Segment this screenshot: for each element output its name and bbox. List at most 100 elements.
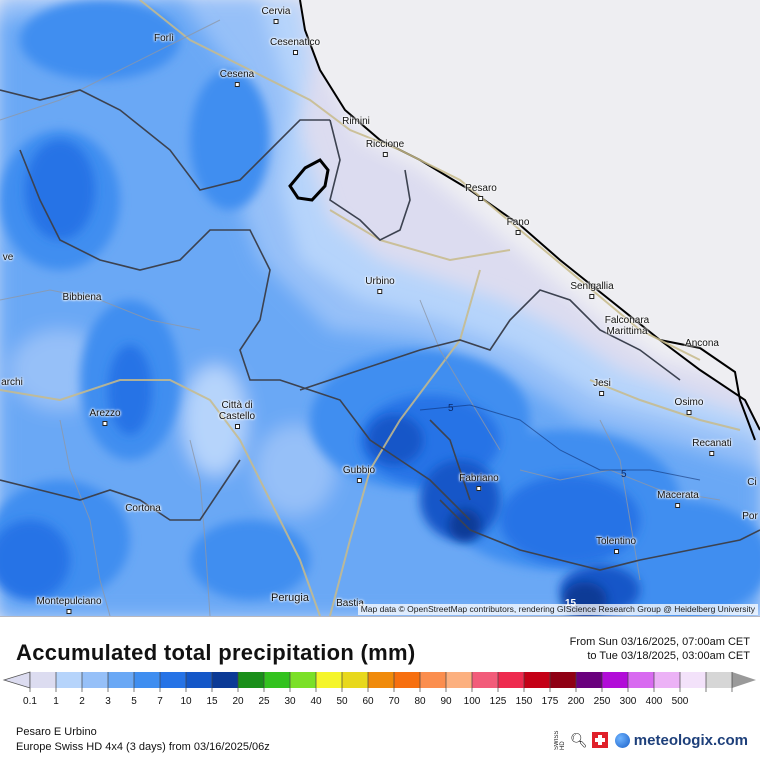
forecast-period: From Sun 03/16/2025, 07:00am CET to Tue … <box>570 635 750 663</box>
city-citta-di-castello[interactable]: Città di Castello <box>210 400 264 429</box>
regional-borders <box>0 89 760 571</box>
city-montepulciano[interactable]: Montepulciano <box>36 596 102 614</box>
city-label: Tolentino <box>595 536 637 547</box>
city-label: Riccione <box>365 139 405 150</box>
city-tolentino[interactable]: Tolentino <box>596 536 636 554</box>
city-label: Arezzo <box>89 408 121 419</box>
city-label: archi <box>1 377 23 388</box>
scale-swatch <box>576 672 603 688</box>
city-label: Cesenatico <box>269 37 321 48</box>
city-fano[interactable]: Fano <box>507 217 529 235</box>
scale-arrow-right <box>732 672 756 688</box>
scale-swatch <box>368 672 395 688</box>
city-label: Ancona <box>685 338 719 349</box>
scale-swatch <box>212 672 239 688</box>
precipitation-map[interactable]: Cervia Forlì Cesenatico Cesena Rimini Ri… <box>0 0 760 617</box>
city-cortona[interactable]: Cortona <box>125 503 161 514</box>
city-falconara[interactable]: Falconara Marittima <box>596 315 658 337</box>
scale-swatch <box>446 672 473 688</box>
scale-tick-label: 2 <box>79 696 85 707</box>
contour-label: 5 <box>448 403 454 414</box>
scale-swatch <box>56 672 83 688</box>
city-label: Cesena <box>219 69 255 80</box>
scale-swatch <box>420 672 447 688</box>
scale-tick-label: 175 <box>541 696 559 707</box>
scale-swatch <box>238 672 265 688</box>
scale-swatch <box>680 672 707 688</box>
city-marker <box>234 82 240 87</box>
city-pesaro[interactable]: Pesaro <box>465 183 497 201</box>
city-label: Fabriano <box>459 473 499 484</box>
scale-swatch <box>342 672 369 688</box>
city-marker <box>356 478 362 483</box>
city-marker <box>66 609 72 614</box>
city-senigallia[interactable]: Senigallia <box>570 281 614 299</box>
scale-tick-label: 0.1 <box>23 696 37 707</box>
scale-arrow-left <box>2 671 31 689</box>
city-label: Falconara Marittima <box>604 315 650 337</box>
coastline <box>299 0 760 431</box>
city-label: Cervia <box>261 6 291 17</box>
city-edge-por: Por <box>742 511 758 522</box>
minor-roads <box>0 19 721 616</box>
city-bastia[interactable]: Bastia <box>336 598 364 609</box>
city-edge-ci: Ci <box>747 477 756 488</box>
contour-label: 15 <box>565 598 576 609</box>
city-forli[interactable]: Forlì <box>154 33 174 44</box>
scale-swatch <box>30 672 57 688</box>
city-macerata[interactable]: Macerata <box>657 490 699 508</box>
city-cervia[interactable]: Cervia <box>261 6 291 24</box>
globe-icon <box>614 732 630 748</box>
city-jesi[interactable]: Jesi <box>593 378 611 396</box>
city-rimini[interactable]: Rimini <box>342 116 370 127</box>
scale-swatch <box>394 672 421 688</box>
city-osimo[interactable]: Osimo <box>675 397 703 415</box>
map-attribution[interactable]: Map data © OpenStreetMap contributors, r… <box>357 604 758 615</box>
scale-tick-label: 100 <box>463 696 481 707</box>
scale-tick-label: 125 <box>489 696 507 707</box>
city-cesenatico[interactable]: Cesenatico <box>270 37 320 55</box>
city-recanati[interactable]: Recanati <box>692 438 732 456</box>
city-marker <box>675 503 681 508</box>
city-riccione[interactable]: Riccione <box>366 139 404 157</box>
promontory-border <box>659 339 756 441</box>
scale-tick-label: 70 <box>388 696 400 707</box>
scale-tick-label: 60 <box>362 696 374 707</box>
city-marker <box>377 289 383 294</box>
region-name: Pesaro E Urbino <box>16 726 97 738</box>
scale-swatch <box>498 672 525 688</box>
city-urbino[interactable]: Urbino <box>365 276 395 294</box>
scale-tick-label: 7 <box>157 696 163 707</box>
contour-lines <box>419 404 701 481</box>
city-bibbiena[interactable]: Bibbiena <box>63 292 102 303</box>
city-label: Forlì <box>154 33 174 44</box>
city-gubbio[interactable]: Gubbio <box>343 465 375 483</box>
city-ancona[interactable]: Ancona <box>685 338 719 349</box>
city-label: Urbino <box>365 276 395 287</box>
city-label: Rimini <box>342 116 370 127</box>
legend-title: Accumulated total precipitation (mm) <box>16 640 416 665</box>
city-edge-ve: ve <box>3 252 14 263</box>
city-fabriano[interactable]: Fabriano <box>459 473 499 491</box>
adriatic-sea <box>300 0 760 430</box>
scale-tick-label: 50 <box>336 696 348 707</box>
city-marker <box>589 294 595 299</box>
city-label: Gubbio <box>342 465 376 476</box>
city-label: Jesi <box>593 378 611 389</box>
brand-name: meteologix.com <box>633 731 748 749</box>
city-marker <box>476 486 482 491</box>
city-arezzo[interactable]: Arezzo <box>89 408 121 426</box>
meteologix-logo[interactable]: SWISS HD 🔍︎ meteologix.com <box>554 730 748 750</box>
scale-tick-label: 150 <box>515 696 533 707</box>
city-edge-archi: archi <box>1 377 23 388</box>
scale-tick-label: 30 <box>284 696 296 707</box>
scale-tick-label: 5 <box>131 696 137 707</box>
city-marker <box>273 19 279 24</box>
city-label: Por <box>742 511 758 522</box>
scale-tick-label: 250 <box>593 696 611 707</box>
scale-swatch <box>472 672 499 688</box>
scale-swatch <box>602 672 629 688</box>
city-perugia[interactable]: Perugia <box>271 593 309 604</box>
scale-tick-label: 300 <box>619 696 637 707</box>
city-cesena[interactable]: Cesena <box>220 69 254 87</box>
